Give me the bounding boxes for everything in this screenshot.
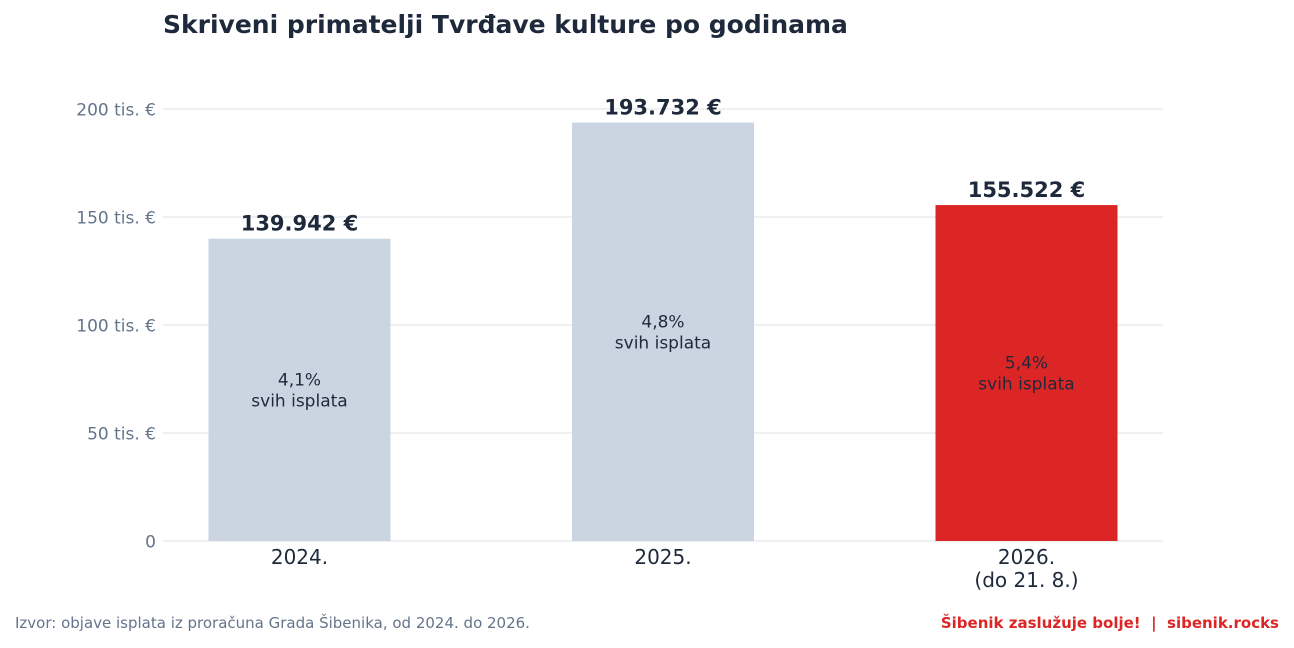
y-tick-label: 50 tis. € [87, 425, 156, 445]
bar-value-label: 139.942 € [241, 212, 359, 236]
x-axis-ticks: 2024. 2025. 2026. (do 21. 8.) [271, 545, 1079, 592]
bars [208, 122, 1118, 541]
bar-labels: 139.942 € 4,1% svih isplata 193.732 € 4,8% sv… [241, 96, 1086, 412]
x-tick-label: 2025. [634, 545, 691, 569]
brand-credit[interactable]: Šibenik zaslužuje bolje! | sibenik.rocks [941, 614, 1279, 632]
chart-title: Skriveni primatelji Tvrđave kulture po g… [163, 10, 848, 39]
bar [572, 122, 754, 541]
y-tick-label: 0 [145, 533, 156, 553]
y-tick-label: 100 tis. € [76, 317, 156, 337]
x-tick-label: 2024. [271, 545, 328, 569]
bar-inner-label: 4,8% svih isplata [615, 312, 711, 353]
bar-inner-label: 5,4% svih isplata [978, 354, 1074, 395]
bar [935, 205, 1118, 541]
y-tick-label: 200 tis. € [76, 101, 156, 121]
brand-url[interactable]: sibenik.rocks [1167, 614, 1279, 632]
bar-value-label: 155.522 € [968, 178, 1086, 202]
bar-value-label: 193.732 € [604, 96, 722, 120]
x-tick-label: 2026. (do 21. 8.) [974, 545, 1078, 592]
bar-inner-label: 4,1% svih isplata [251, 370, 347, 411]
y-axis-ticks: 0 50 tis. € 100 tis. € 150 tis. € 200 tis. € [76, 101, 156, 553]
source-note: Izvor: objave isplata iz proračuna Grada… [15, 614, 530, 632]
brand-name: Šibenik zaslužuje bolje! [940, 614, 1141, 632]
brand-separator: | [1151, 614, 1157, 632]
y-tick-label: 150 tis. € [76, 209, 156, 229]
bar [208, 238, 391, 541]
